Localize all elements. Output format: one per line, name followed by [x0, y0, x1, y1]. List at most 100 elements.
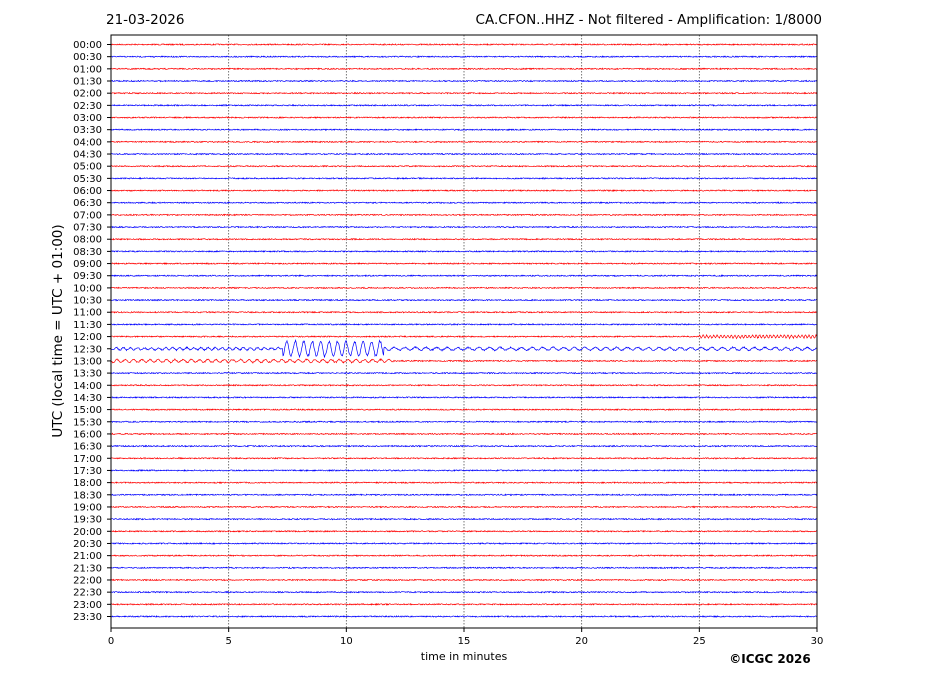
trace-1300: [110, 357, 818, 364]
y-tick-label: 03:30: [73, 125, 102, 136]
y-tick-label: 03:00: [73, 113, 102, 124]
y-tick-label: 06:30: [73, 198, 102, 209]
trace-0500: [110, 164, 818, 168]
y-tick-label: 13:00: [73, 356, 102, 367]
x-tick-label: 20: [575, 636, 588, 647]
trace-0730: [110, 225, 818, 229]
y-axis-label: UTC (local time = UTC + 01:00): [50, 224, 66, 437]
trace-1230: [110, 339, 818, 359]
y-tick-label: 16:00: [73, 429, 102, 440]
x-tick-label: 25: [693, 636, 706, 647]
y-tick-label: 21:30: [73, 563, 102, 574]
x-tick-label: 10: [340, 636, 353, 647]
trace-1900: [110, 505, 818, 509]
y-tick-label: 10:30: [73, 296, 102, 307]
trace-1930: [110, 517, 818, 521]
y-tick-label: 16:30: [73, 442, 102, 453]
y-tick-label: 02:00: [73, 89, 102, 100]
x-tick-label: 0: [108, 636, 114, 647]
y-tick-label: 00:00: [73, 40, 102, 51]
y-tick-label: 20:30: [73, 539, 102, 550]
y-tick-label: 05:00: [73, 162, 102, 173]
trace-1330: [110, 371, 818, 375]
trace-0100: [110, 67, 818, 71]
y-tick-label: 18:30: [73, 490, 102, 501]
y-tick-label: 22:00: [73, 575, 102, 586]
trace-2230: [110, 590, 818, 594]
y-tick-label: 19:00: [73, 502, 102, 513]
trace-0300: [110, 116, 818, 119]
trace-0800: [110, 237, 818, 241]
y-tick-label: 19:30: [73, 515, 102, 526]
trace-1200: [110, 333, 818, 340]
trace-0030: [110, 55, 818, 59]
y-tick-label: 22:30: [73, 588, 102, 599]
y-tick-label: 07:00: [73, 210, 102, 221]
trace-1600: [110, 432, 818, 436]
trace-1130: [110, 322, 818, 326]
y-tick-label: 14:00: [73, 381, 102, 392]
y-tick-label: 23:30: [73, 612, 102, 623]
trace-1430: [110, 396, 818, 399]
y-tick-label: 11:00: [73, 308, 102, 319]
x-tick-label: 30: [811, 636, 824, 647]
trace-0200: [110, 91, 818, 95]
y-tick-label: 18:00: [73, 478, 102, 489]
y-tick-label: 23:00: [73, 600, 102, 611]
y-tick-label: 05:30: [73, 174, 102, 185]
trace-0630: [110, 201, 818, 205]
chart-title: CA.CFON..HHZ - Not filtered - Amplificat…: [475, 12, 822, 28]
trace-1730: [110, 468, 818, 472]
y-tick-label: 04:00: [73, 137, 102, 148]
y-tick-label: 01:30: [73, 77, 102, 88]
y-tick-label: 04:30: [73, 150, 102, 161]
trace-1830: [110, 493, 818, 497]
trace-0700: [110, 213, 818, 217]
trace-2000: [110, 529, 818, 533]
y-tick-label: 08:00: [73, 235, 102, 246]
trace-0600: [110, 189, 818, 192]
trace-1400: [110, 383, 818, 387]
trace-0230: [110, 103, 818, 107]
y-tick-label: 07:30: [73, 223, 102, 234]
y-tick-label: 02:30: [73, 101, 102, 112]
y-tick-label: 15:00: [73, 405, 102, 416]
y-tick-label: 17:00: [73, 454, 102, 465]
trace-0830: [110, 249, 818, 253]
trace-2100: [110, 554, 818, 558]
trace-0130: [110, 79, 818, 83]
y-tick-label: 14:30: [73, 393, 102, 404]
trace-1100: [110, 310, 818, 314]
trace-0430: [110, 152, 818, 156]
trace-2330: [110, 615, 818, 618]
y-tick-label: 09:00: [73, 259, 102, 270]
y-tick-label: 00:30: [73, 52, 102, 63]
trace-2300: [110, 602, 818, 606]
y-tick-label: 11:30: [73, 320, 102, 331]
y-tick-label: 12:30: [73, 344, 102, 355]
trace-1500: [110, 408, 818, 412]
copyright-label: ©ICGC 2026: [729, 652, 811, 666]
trace-1030: [110, 298, 818, 302]
y-tick-label: 21:00: [73, 551, 102, 562]
y-tick-label: 12:00: [73, 332, 102, 343]
y-tick-label: 20:00: [73, 527, 102, 538]
trace-0530: [110, 176, 818, 180]
x-tick-label: 15: [458, 636, 471, 647]
trace-2030: [110, 542, 818, 545]
trace-0900: [110, 262, 818, 265]
x-axis-label: time in minutes: [421, 650, 508, 663]
trace-0930: [110, 274, 818, 278]
y-tick-label: 17:30: [73, 466, 102, 477]
trace-2200: [110, 578, 818, 582]
date-label: 21-03-2026: [106, 12, 185, 28]
trace-2130: [110, 566, 818, 570]
y-tick-label: 10:00: [73, 283, 102, 294]
x-tick-label: 5: [225, 636, 231, 647]
y-tick-label: 09:30: [73, 271, 102, 282]
y-tick-label: 13:30: [73, 369, 102, 380]
trace-1000: [110, 286, 818, 290]
y-tick-label: 15:30: [73, 417, 102, 428]
